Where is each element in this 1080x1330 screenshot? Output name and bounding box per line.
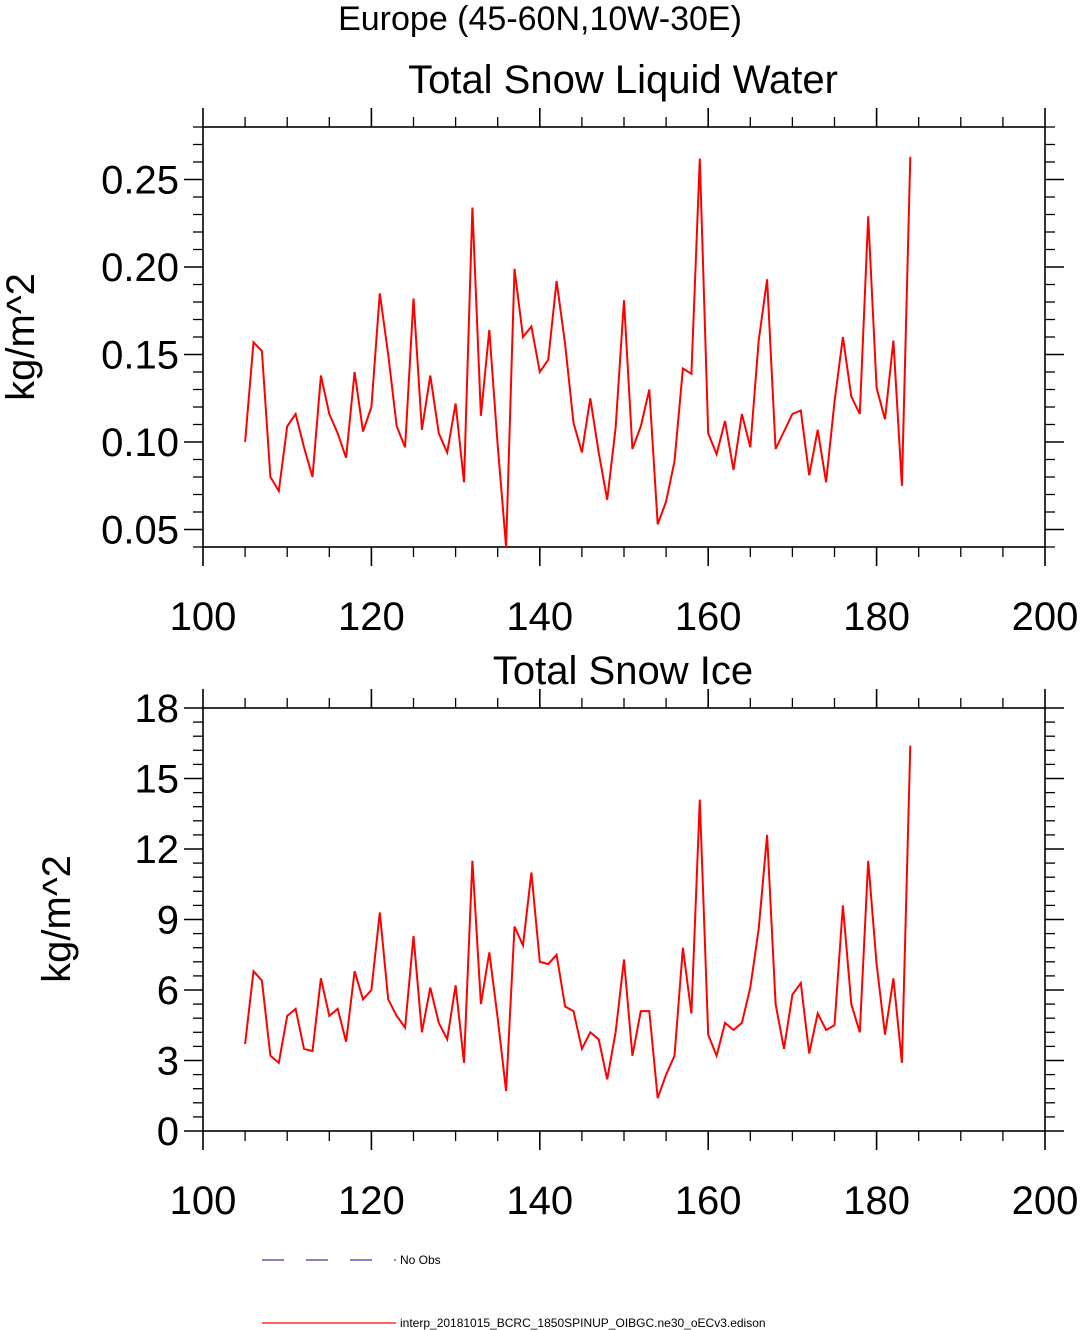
y-tick-label: 0.10 <box>101 421 179 465</box>
figure-title: Europe (45-60N,10W-30E) <box>338 0 742 38</box>
series-line <box>244 745 912 1099</box>
x-tick-label: 160 <box>675 1179 742 1223</box>
legend-label: No Obs <box>400 1253 441 1267</box>
x-tick-label: 200 <box>1012 1179 1079 1223</box>
x-tick-label: 140 <box>506 595 573 639</box>
x-tick-label: 200 <box>1012 595 1079 639</box>
x-tick-label: 140 <box>506 1179 573 1223</box>
legend-item-no-obs: No Obs <box>262 1253 441 1267</box>
panel-title: Total Snow Liquid Water <box>408 58 838 102</box>
y-tick-label: 12 <box>135 828 180 872</box>
y-axis-label: kg/m^2 <box>35 855 79 983</box>
x-tick-label: 160 <box>675 595 742 639</box>
series-line <box>244 156 912 548</box>
y-tick-label: 15 <box>135 758 180 802</box>
panel-total-snow-liquid-water: Total Snow Liquid Water kg/m^2 100 120 140… <box>0 58 1078 639</box>
y-axis-label: kg/m^2 <box>0 273 43 401</box>
x-tick-label: 120 <box>338 1179 405 1223</box>
legend: No Obs interp_20181015_BCRC_1850SPINUP_O… <box>262 1253 766 1330</box>
y-tick-label: 6 <box>157 969 179 1013</box>
plot-frame <box>202 126 1046 548</box>
y-tick-label: 9 <box>157 899 179 943</box>
legend-item-model: interp_20181015_BCRC_1850SPINUP_OIBGC.ne… <box>262 1316 766 1330</box>
y-tick-label: 0 <box>157 1110 179 1154</box>
y-tick-label: 0.25 <box>101 159 179 203</box>
x-tick-label: 120 <box>338 595 405 639</box>
x-tick-label: 180 <box>843 595 910 639</box>
x-tick-label: 180 <box>843 1179 910 1223</box>
x-tick-label: 100 <box>170 1179 237 1223</box>
x-tick-label: 100 <box>170 595 237 639</box>
y-tick-label: 3 <box>157 1040 179 1084</box>
y-tick-label: 0.20 <box>101 246 179 290</box>
legend-label: interp_20181015_BCRC_1850SPINUP_OIBGC.ne… <box>400 1316 766 1330</box>
plot-frame <box>202 707 1046 1132</box>
y-tick-label: 18 <box>135 687 180 731</box>
panel-title: Total Snow Ice <box>493 649 753 693</box>
y-tick-label: 0.05 <box>101 509 179 553</box>
y-tick-label: 0.15 <box>101 334 179 378</box>
panel-total-snow-ice: Total Snow Ice kg/m^2 100 120 140 160 180 200… <box>35 649 1078 1223</box>
